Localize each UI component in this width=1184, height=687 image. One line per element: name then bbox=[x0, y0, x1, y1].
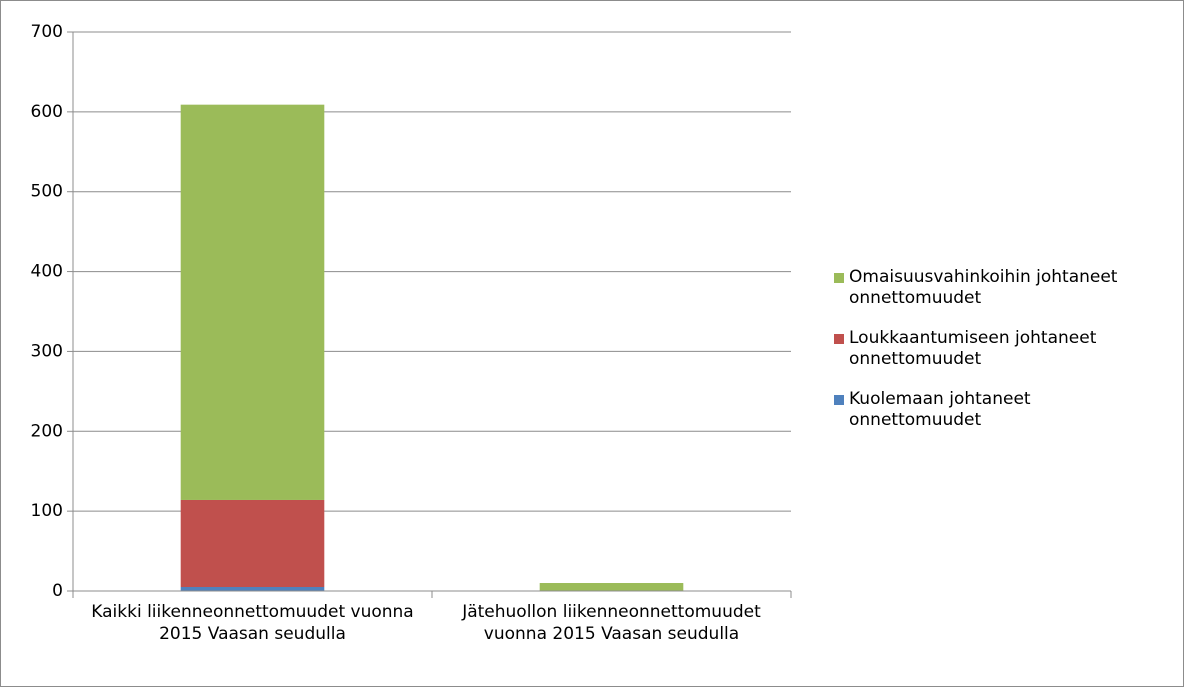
bar-segment bbox=[180, 104, 325, 500]
x-tick-label: Jätehuollon liikenneonnettomuudet vuonna… bbox=[462, 602, 761, 644]
bar-segment bbox=[180, 499, 325, 588]
y-tick-label: 500 bbox=[31, 182, 63, 202]
y-tick-label: 200 bbox=[31, 421, 63, 441]
legend-label: Loukkaantumiseen johtaneet onnettomuudet bbox=[849, 328, 1097, 369]
legend-item: Kuolemaan johtaneet onnettomuudet bbox=[834, 389, 1164, 431]
bar-segment bbox=[180, 587, 325, 591]
x-tick-label: Kaikki liikenneonnettomuudet vuonna 2015… bbox=[91, 602, 414, 644]
y-tick-label: 400 bbox=[31, 262, 63, 282]
y-tick-label: 700 bbox=[31, 22, 63, 42]
legend-label: Omaisuusvahinkoihin johtaneet onnettomuu… bbox=[849, 267, 1118, 308]
bar-segment bbox=[539, 583, 684, 591]
y-tick-label: 100 bbox=[31, 501, 63, 521]
y-tick-label: 600 bbox=[31, 102, 63, 122]
y-tick-label: 0 bbox=[52, 581, 63, 601]
legend-item: Loukkaantumiseen johtaneet onnettomuudet bbox=[834, 328, 1164, 370]
legend-item: Omaisuusvahinkoihin johtaneet onnettomuu… bbox=[834, 267, 1164, 309]
legend-swatch bbox=[834, 334, 844, 344]
y-tick-label: 300 bbox=[31, 341, 63, 361]
legend-swatch bbox=[834, 273, 844, 283]
legend-label: Kuolemaan johtaneet onnettomuudet bbox=[849, 389, 1031, 430]
legend-swatch bbox=[834, 395, 844, 405]
